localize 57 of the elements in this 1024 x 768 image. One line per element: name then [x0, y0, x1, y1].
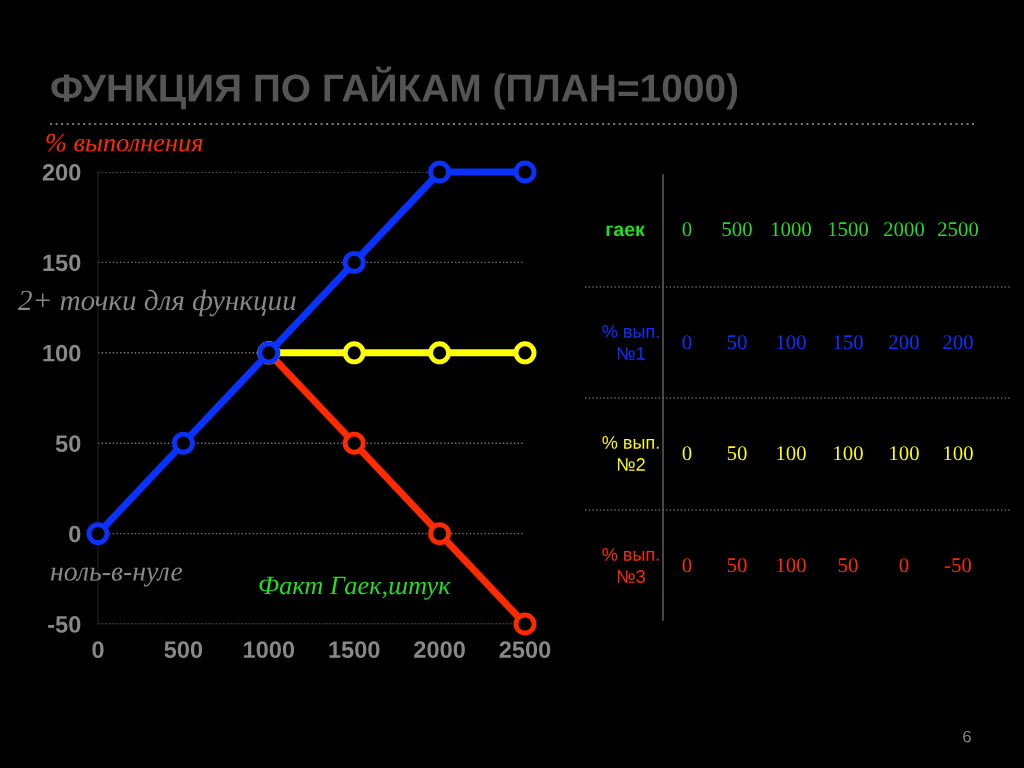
data-label: 100 [777, 335, 806, 350]
data-label: 50 [727, 558, 747, 573]
x-tick-label: 500 [722, 222, 752, 237]
point [428, 341, 452, 365]
point [513, 341, 537, 365]
x-tick-label: 2000 [414, 641, 465, 659]
y-tick-label: % вып. №3 [602, 548, 659, 583]
text: 6 [963, 730, 971, 743]
point [513, 612, 537, 636]
x-tick-label: 500 [164, 641, 203, 659]
y-tick-label: 100 [43, 344, 81, 362]
x-tick-label: 0 [92, 641, 104, 659]
data-label: 200 [889, 335, 919, 350]
point [342, 250, 366, 274]
y-tick-label: % вып. №1 [602, 325, 659, 360]
data-label: 0 [899, 558, 909, 573]
data-label: 100 [777, 446, 806, 461]
point [342, 341, 366, 365]
data-label: 100 [834, 446, 863, 461]
x-tick-label: 1500 [829, 222, 869, 237]
data-label: 150 [834, 335, 863, 350]
point [171, 431, 195, 455]
data-label: 0 [682, 446, 692, 461]
point [342, 431, 366, 455]
data-label: 100 [944, 446, 973, 461]
data-label: 0 [682, 335, 692, 350]
x-axis-title: гаек [606, 225, 645, 237]
data-label: 200 [943, 335, 973, 350]
x-tick-label: 2500 [938, 222, 979, 237]
data-label: 50 [727, 446, 747, 461]
y-tick-label: 0 [69, 525, 81, 543]
point [86, 522, 110, 546]
x-tick-label: 1000 [244, 641, 295, 659]
y-tick-label: 200 [42, 164, 81, 181]
y-tick-label: % вып. №2 [602, 436, 659, 471]
point [513, 160, 537, 184]
y-axis-title: % выполнения [46, 133, 203, 152]
y-tick-label: 150 [43, 254, 81, 272]
data-label: 100 [890, 446, 919, 461]
data-label: 50 [838, 558, 858, 573]
y-tick-label: 50 [55, 435, 81, 452]
x-tick-label: 1500 [329, 641, 380, 659]
point [428, 160, 452, 184]
annotation: ноль-в-нуле [50, 567, 183, 587]
x-tick-label: 2000 [884, 222, 925, 237]
y-tick-label: -50 [48, 616, 81, 633]
x-tick-label: 2500 [499, 641, 551, 659]
data-label: 100 [777, 558, 806, 573]
data-label: 0 [682, 558, 692, 573]
data-label: -50 [944, 558, 972, 573]
point [428, 522, 452, 546]
annotation: 2+ точки для функции [18, 289, 296, 317]
chart-title: ФУНКЦИЯ ПО ГАЙКАМ (ПЛАН=1000) [51, 66, 738, 110]
x-axis-title: Факт Гаек,штук [259, 576, 451, 600]
x-tick-label: 1000 [772, 222, 812, 237]
x-tick-label: 0 [682, 222, 692, 237]
data-label: 50 [727, 335, 747, 350]
